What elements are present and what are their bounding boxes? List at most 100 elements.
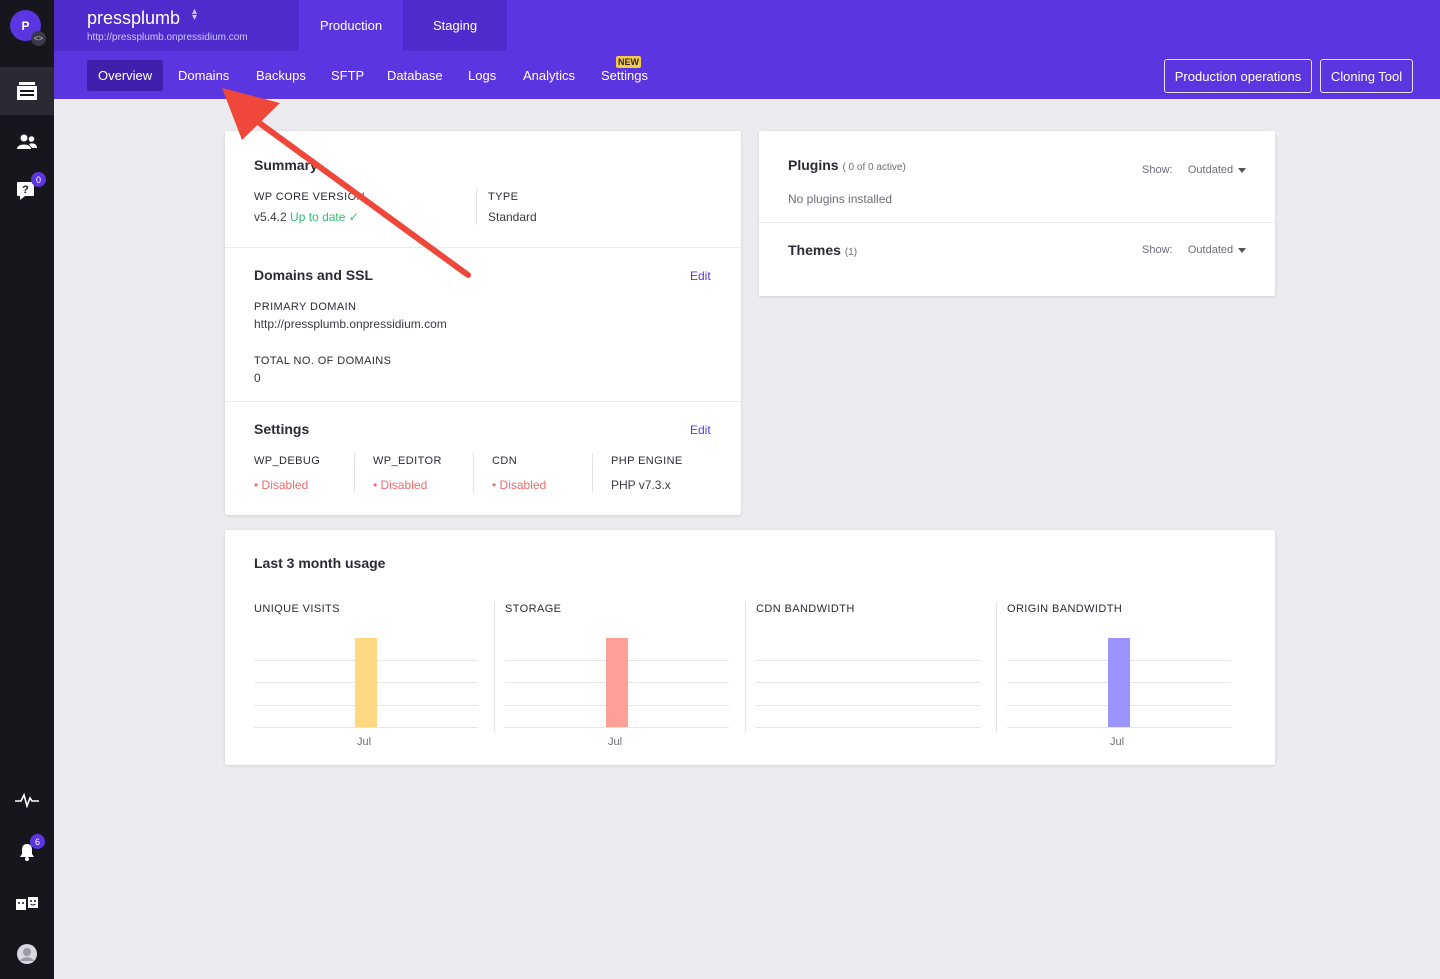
plugins-show-filter[interactable]: Show: Outdated [1142, 164, 1247, 176]
nav-overview[interactable]: Overview [87, 60, 164, 91]
summary-title: Summary [254, 157, 318, 173]
nav-database[interactable]: Database [387, 68, 443, 83]
cloning-tool-button[interactable]: Cloning Tool [1320, 59, 1413, 93]
chart-bar [1108, 638, 1130, 727]
plugins-show-value: Outdated [1187, 164, 1234, 176]
divider [473, 453, 474, 493]
wp-editor-value: • Disabled [373, 478, 428, 492]
chart-tick-label: Jul [1110, 736, 1125, 748]
production-operations-button[interactable]: Production operations [1164, 59, 1312, 93]
site-switcher[interactable]: pressplumb ▴ ▾ http://pressplumb.onpressi… [54, 0, 299, 51]
site-name: pressplumb [87, 8, 181, 28]
left-sidebar: P <> ? 0 6 [0, 0, 54, 979]
domains-ssl-title: Domains and SSL [254, 267, 374, 283]
plugins-empty-message: No plugins installed [788, 192, 893, 206]
switch-site-chevron-icon: ▴ ▾ [192, 6, 198, 23]
chart-gridline [254, 727, 478, 728]
domains-edit-link[interactable]: Edit [690, 269, 711, 283]
sidebar-item-activity[interactable] [0, 776, 54, 824]
divider [759, 222, 1275, 223]
wp-editor-label: WP_EDITOR [373, 455, 442, 467]
feedback-faces-icon [16, 897, 38, 910]
sidebar-item-sites[interactable] [0, 67, 54, 115]
nav-sftp[interactable]: SFTP [331, 68, 365, 83]
plugins-count: ( 0 of 0 active) [842, 162, 906, 173]
sites-list-icon [17, 82, 37, 100]
tab-staging[interactable]: Staging [403, 0, 507, 51]
caret-down-icon [1238, 247, 1247, 253]
sidebar-item-users[interactable] [0, 118, 54, 166]
svg-text:?: ? [22, 184, 29, 196]
usage-title: Last 3 month usage [254, 555, 386, 571]
wp-core-version-value: v5.4.2 Up to date ✓ [254, 210, 359, 224]
chart-gridline [756, 727, 980, 728]
tab-production[interactable]: Production [299, 0, 403, 51]
nav-domains[interactable]: Domains [178, 68, 230, 83]
wp-status: Up to date [290, 210, 346, 224]
settings-edit-link[interactable]: Edit [690, 423, 711, 437]
wp-debug-value: • Disabled [254, 478, 309, 492]
top-header: pressplumb ▴ ▾ http://pressplumb.onpressi… [54, 0, 1440, 99]
chart-title: UNIQUE VISITS [254, 603, 340, 615]
wp-version: v5.4.2 [254, 210, 287, 224]
divider [745, 602, 746, 732]
chart-title: STORAGE [505, 603, 562, 615]
total-domains-label: TOTAL NO. OF DOMAINS [254, 355, 392, 367]
user-avatar-icon [17, 944, 37, 964]
sidebar-item-notifications[interactable] [0, 828, 54, 876]
plugins-themes-card: Plugins ( 0 of 0 active) Show: Outdated … [759, 131, 1275, 296]
plugins-title: Plugins ( 0 of 0 active) [788, 157, 906, 173]
chart-gridline [756, 705, 980, 706]
chart-title: ORIGIN BANDWIDTH [1007, 603, 1123, 615]
divider [225, 401, 741, 402]
divider [476, 189, 477, 225]
divider [494, 602, 495, 732]
question-chat-icon: ? [17, 182, 34, 200]
chart-bar [355, 638, 377, 727]
chart-gridline [756, 682, 980, 683]
chart-tick-label: Jul [608, 736, 623, 748]
settings-title: Settings [254, 421, 310, 437]
themes-count: (1) [844, 247, 858, 258]
chart-gridline [1007, 727, 1231, 728]
site-info-card: Summary WP CORE VERSION v5.4.2 Up to dat… [225, 131, 741, 515]
sub-navigation: Overview Domains Backups SFTP Database L… [54, 51, 1440, 99]
support-badge: 0 [31, 172, 46, 187]
themes-title: Themes (1) [788, 242, 858, 258]
themes-show-value: Outdated [1187, 244, 1234, 256]
chart-title: CDN BANDWIDTH [756, 603, 855, 615]
caret-down-icon [1238, 167, 1247, 173]
divider [592, 453, 593, 493]
bell-icon [20, 844, 34, 861]
wp-core-version-label: WP CORE VERSION [254, 191, 365, 203]
chart-gridline [505, 727, 729, 728]
site-url: http://pressplumb.onpressidium.com [87, 32, 248, 43]
cdn-label: CDN [492, 455, 518, 467]
primary-domain-value: http://pressplumb.onpressidium.com [254, 317, 447, 331]
users-icon [17, 134, 37, 149]
divider [354, 453, 355, 493]
nav-logs[interactable]: Logs [468, 68, 497, 83]
primary-domain-label: PRIMARY DOMAIN [254, 301, 357, 313]
chart-tick-label: Jul [357, 736, 372, 748]
chart-gridline [756, 660, 980, 661]
php-engine-label: PHP ENGINE [611, 455, 683, 467]
nav-settings[interactable]: Settings [601, 68, 648, 83]
sidebar-item-feedback[interactable] [0, 880, 54, 928]
wp-debug-label: WP_DEBUG [254, 455, 321, 467]
usage-card: Last 3 month usage UNIQUE VISITS Jul STORA… [225, 530, 1275, 765]
total-domains-value: 0 [254, 371, 261, 385]
divider [225, 247, 741, 248]
nav-backups[interactable]: Backups [256, 68, 306, 83]
divider [996, 602, 997, 732]
sidebar-item-profile[interactable] [0, 930, 54, 978]
themes-show-filter[interactable]: Show: Outdated [1142, 244, 1247, 256]
code-icon: <> [31, 31, 46, 46]
nav-analytics[interactable]: Analytics [523, 68, 576, 83]
type-label: TYPE [488, 191, 519, 203]
type-value: Standard [488, 210, 537, 224]
sidebar-item-support[interactable]: ? [0, 167, 54, 215]
chart-bar [606, 638, 628, 727]
new-badge: NEW [616, 56, 641, 68]
